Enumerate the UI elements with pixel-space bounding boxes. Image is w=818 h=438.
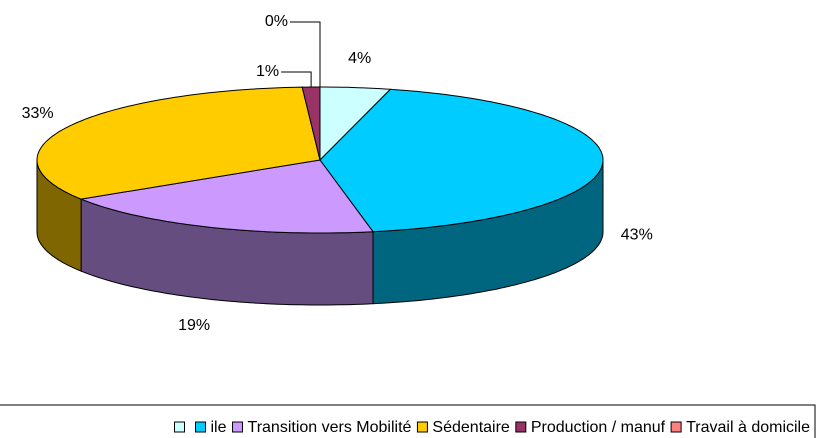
- leader-line: [290, 21, 321, 87]
- legend-label: Travail à domicile: [686, 419, 810, 436]
- legend-label: Transition vers Mobilité: [248, 419, 412, 436]
- legend-swatch: [515, 421, 527, 433]
- legend-swatch: [232, 421, 244, 433]
- legend-swatch: [174, 421, 185, 433]
- slice: [79, 159, 374, 234]
- legend-swatch: [416, 421, 428, 433]
- data-label: 4%: [348, 50, 371, 67]
- legend-label: Sédentaire: [432, 419, 509, 436]
- legend-swatch: [670, 421, 682, 433]
- data-label: 33%: [22, 105, 54, 122]
- legend-swatch: [195, 421, 206, 433]
- data-label: 19%: [178, 317, 210, 334]
- slice: [36, 86, 321, 200]
- legend-label: ile: [211, 419, 227, 436]
- data-label: 43%: [621, 226, 653, 243]
- leader-line: [281, 71, 312, 88]
- legend-label: Production / manuf: [531, 419, 666, 436]
- slice: [319, 88, 604, 233]
- legend-frame: [0, 404, 816, 438]
- data-label: 0%: [265, 13, 288, 30]
- data-label: 1%: [256, 63, 279, 80]
